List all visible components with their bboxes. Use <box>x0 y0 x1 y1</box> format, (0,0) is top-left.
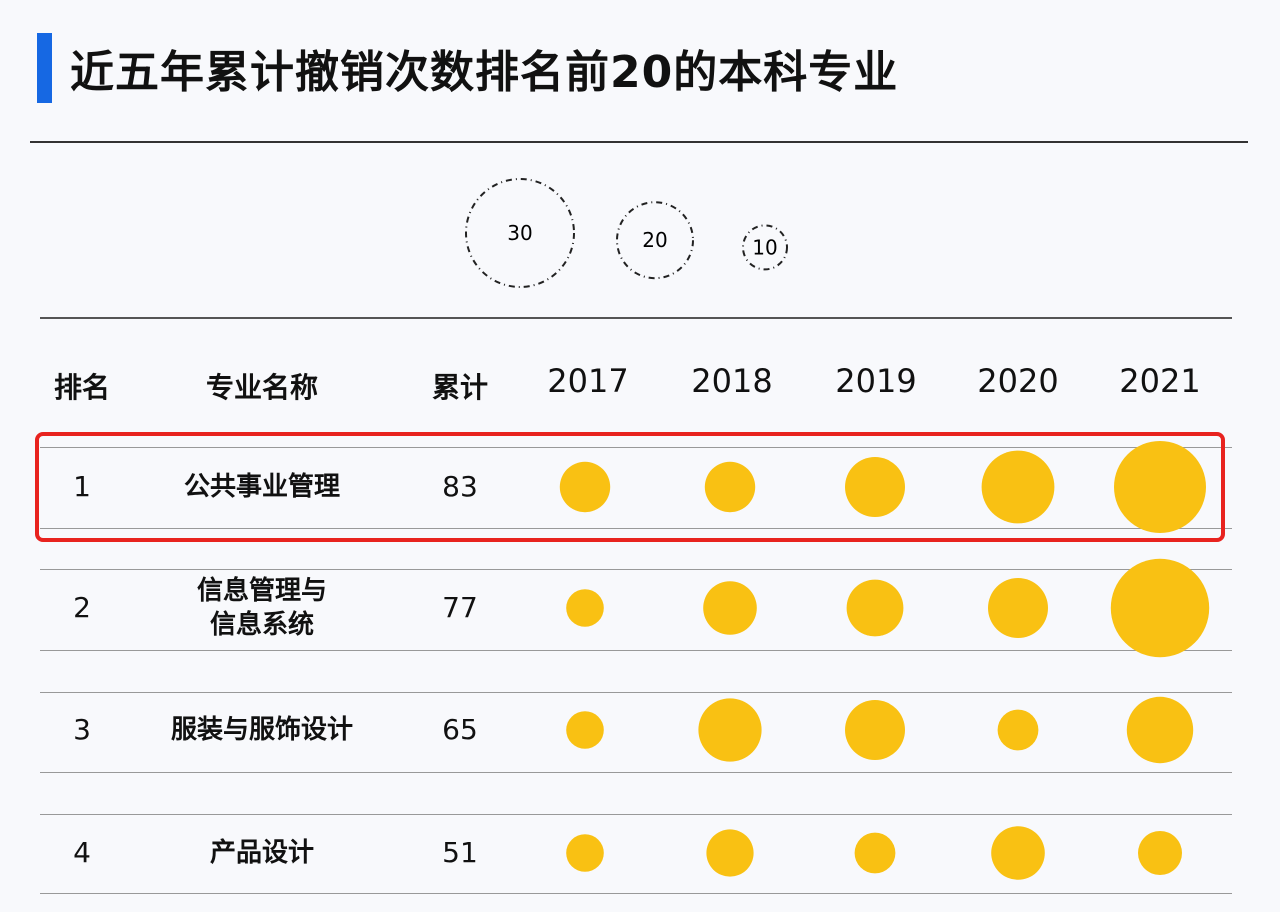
row-divider <box>40 528 1232 529</box>
row-divider <box>40 447 1232 448</box>
size-legend-circle <box>465 178 575 288</box>
bubble-2020 <box>981 450 1055 524</box>
header-2017: 2017 <box>547 362 629 400</box>
bubble-2021 <box>1110 558 1210 658</box>
bubble-2018 <box>703 581 757 635</box>
rank-cell: 4 <box>73 836 91 869</box>
total-cell: 83 <box>442 470 478 503</box>
size-legend-label: 10 <box>752 235 777 259</box>
row-divider <box>40 569 1232 570</box>
bubble-2020 <box>988 578 1048 638</box>
bubble-2017 <box>566 834 604 872</box>
bubble-2017 <box>566 711 604 749</box>
bubble-2018 <box>704 461 756 513</box>
header-name: 专业名称 <box>205 371 319 404</box>
bubble-2020 <box>991 826 1045 880</box>
bubble-2021 <box>1114 441 1206 533</box>
bubble-2018 <box>698 698 762 762</box>
title-accent-bar <box>37 33 52 103</box>
row-divider <box>40 893 1232 894</box>
highlight-box <box>35 432 1225 542</box>
major-name-cell: 信息管理与 信息系统 <box>196 576 328 640</box>
rank-cell: 3 <box>73 713 91 746</box>
row-divider <box>40 650 1232 651</box>
header-2018: 2018 <box>691 362 773 400</box>
bubble-2021 <box>1126 696 1194 764</box>
total-cell: 65 <box>442 713 478 746</box>
title-divider <box>30 141 1248 143</box>
header-2020: 2020 <box>977 362 1059 400</box>
chart-title: 近五年累计撤销次数排名前20的本科专业 <box>70 47 899 98</box>
bubble-2017 <box>566 589 604 627</box>
major-name-cell: 产品设计 <box>209 838 315 868</box>
table-top-divider <box>40 317 1232 319</box>
size-legend-circle <box>742 224 788 271</box>
bubble-2020 <box>997 709 1039 751</box>
size-legend-label: 20 <box>642 228 667 252</box>
header-rank: 排名 <box>53 371 111 404</box>
row-divider <box>40 772 1232 773</box>
header-total: 累计 <box>431 371 489 404</box>
bubble-2018 <box>706 829 754 877</box>
bubble-2019 <box>846 579 904 637</box>
major-name-cell: 服装与服饰设计 <box>170 715 354 745</box>
major-name-cell: 公共事业管理 <box>183 472 341 502</box>
row-divider <box>40 692 1232 693</box>
header-2021: 2021 <box>1119 362 1201 400</box>
bubble-2017 <box>559 461 611 513</box>
bubble-2021 <box>1138 831 1182 875</box>
bubble-2019 <box>845 700 905 760</box>
header-2019: 2019 <box>835 362 917 400</box>
total-cell: 77 <box>442 591 478 624</box>
total-cell: 51 <box>442 836 478 869</box>
bubble-2019 <box>845 457 905 517</box>
row-divider <box>40 814 1232 815</box>
size-legend-label: 30 <box>507 221 532 245</box>
rank-cell: 1 <box>73 470 91 503</box>
bubble-2019 <box>854 832 896 874</box>
rank-cell: 2 <box>73 591 91 624</box>
